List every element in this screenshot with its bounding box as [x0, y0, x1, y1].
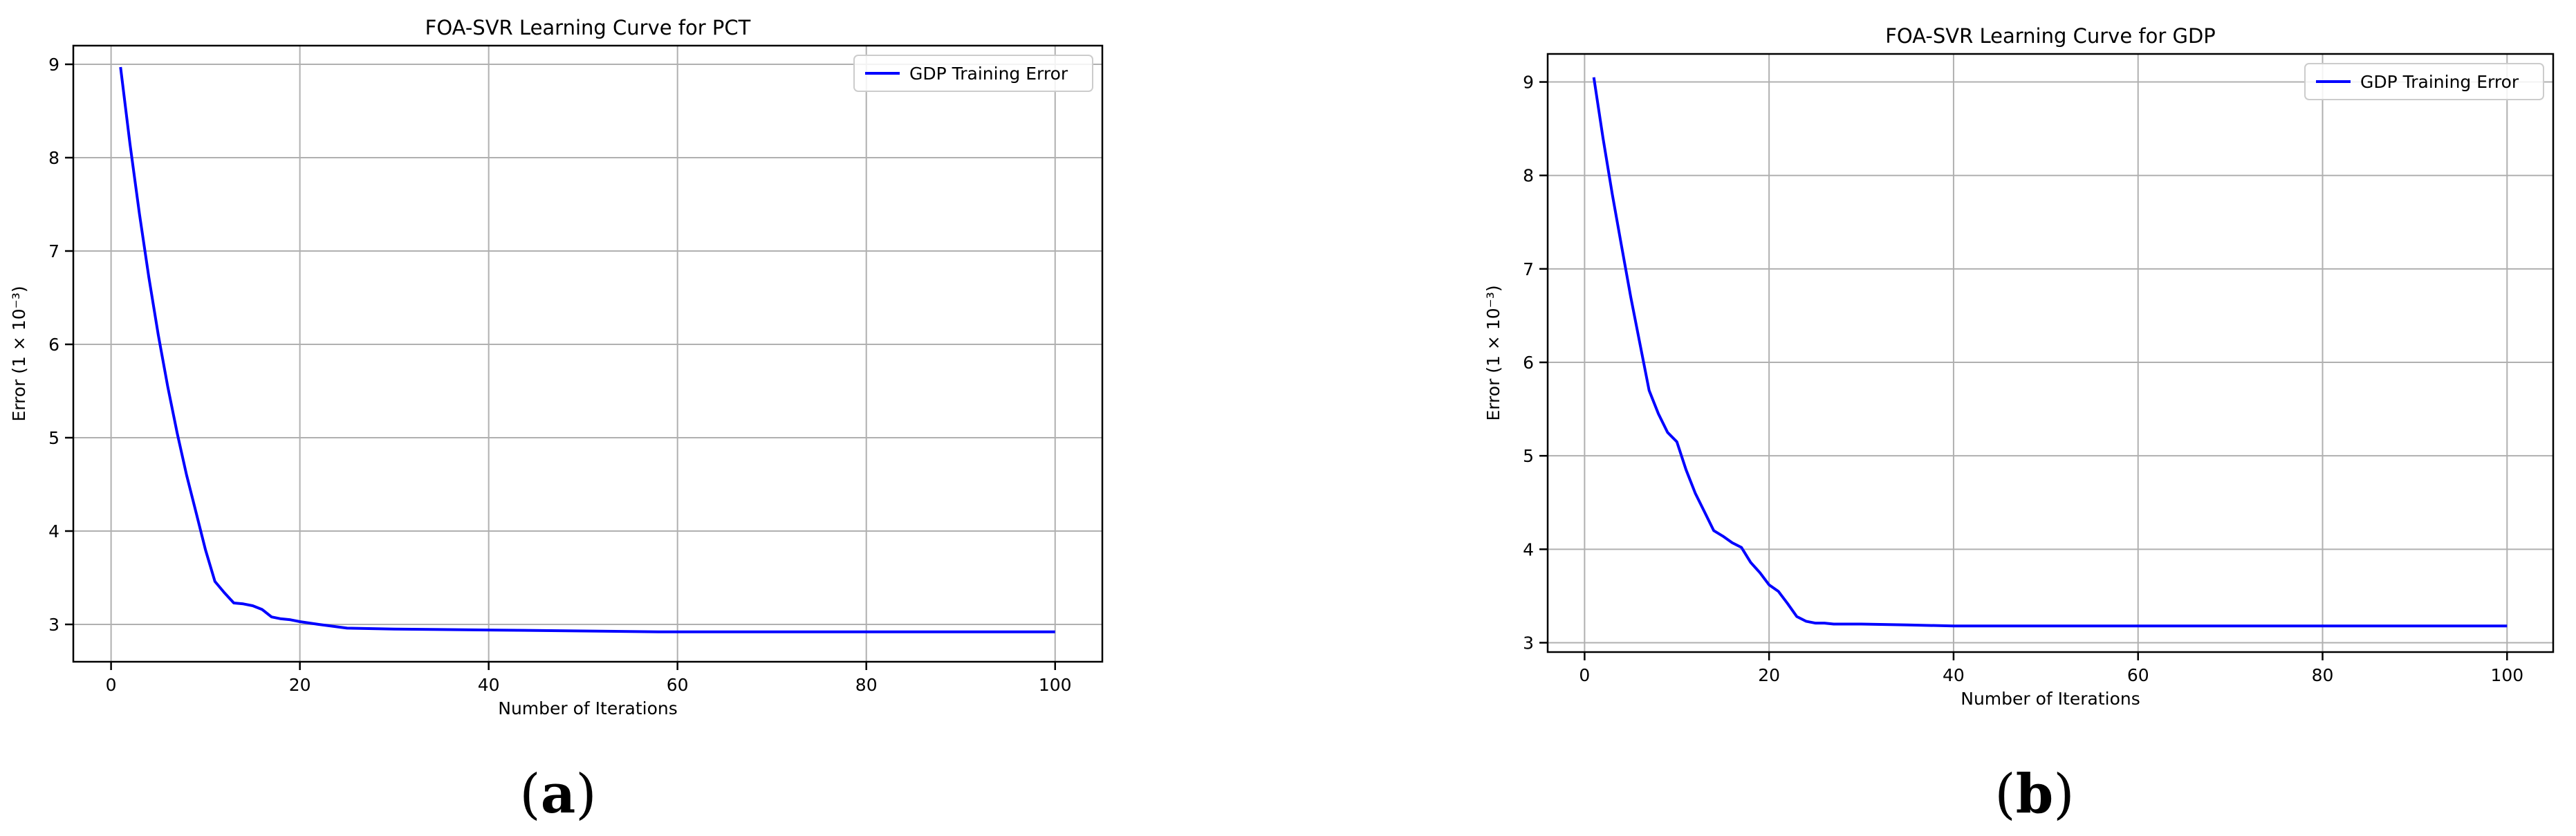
y-tick-label: 6 [48, 335, 59, 355]
y-tick-label: 8 [48, 148, 59, 168]
y-tick-label: 8 [1523, 166, 1534, 186]
y-tick-label: 4 [48, 521, 59, 541]
y-tick-label: 7 [1523, 259, 1534, 279]
axes-frame [72, 44, 1104, 663]
legend-box [2304, 63, 2544, 100]
caption-letter: a [541, 763, 576, 826]
y-tick-label: 5 [1523, 446, 1534, 466]
x-tick-label: 100 [1039, 675, 1072, 695]
x-tick-label: 0 [106, 675, 117, 695]
series-line [119, 66, 1055, 633]
chart-panel-a: 0 20 40 60 80 100 3 4 5 6 7 8 9 FOA-SVR Learning Curv… [9, 16, 1104, 826]
chart-title: FOA-SVR Learning Curve for GDP [1885, 24, 2216, 48]
x-tick-label: 20 [1758, 665, 1780, 685]
panel-caption: (b) [1994, 763, 2074, 826]
x-tick-label: 80 [2312, 665, 2334, 685]
y-tick-label: 3 [1523, 633, 1534, 653]
y-tick-label: 9 [1523, 73, 1534, 93]
x-tick-label: 20 [289, 675, 311, 695]
y-axis-label: Error (1 × 10⁻³) [1483, 285, 1503, 420]
y-axis-label: Error (1 × 10⁻³) [9, 286, 29, 421]
x-axis-label: Number of Iterations [498, 698, 678, 718]
caption-open-paren: ( [1994, 763, 2015, 826]
x-tick-label: 40 [1943, 665, 1965, 685]
x-tick-label: 60 [667, 675, 689, 695]
x-tick-label: 100 [2490, 665, 2523, 685]
legend-label: GDP Training Error [909, 64, 1068, 84]
x-axis-label: Number of Iterations [1961, 689, 2140, 709]
caption-open-paren: ( [519, 763, 540, 826]
caption-letter: b [2016, 763, 2054, 826]
series-line [1592, 77, 2508, 628]
y-tick-label: 4 [1523, 539, 1534, 559]
x-tick-label: 0 [1579, 665, 1590, 685]
y-tick-label: 7 [48, 241, 59, 261]
y-tick-label: 6 [1523, 353, 1534, 373]
y-tick-label: 3 [48, 615, 59, 635]
axes-frame [1546, 53, 2555, 653]
y-tick-label: 9 [48, 55, 59, 75]
chart-title: FOA-SVR Learning Curve for PCT [425, 16, 751, 39]
y-tick-label: 5 [48, 428, 59, 448]
x-tick-label: 80 [855, 675, 878, 695]
chart-panel-b: 0 20 40 60 80 100 3 4 5 6 7 8 9 FOA-SVR Learning Curv… [1483, 24, 2555, 826]
x-tick-label: 40 [478, 675, 500, 695]
legend-box [853, 55, 1093, 92]
x-tick-label: 60 [2127, 665, 2149, 685]
caption-close-paren: ) [2053, 763, 2074, 826]
panel-caption: (a) [519, 763, 596, 826]
legend-label: GDP Training Error [2360, 72, 2519, 92]
caption-close-paren: ) [575, 763, 596, 826]
